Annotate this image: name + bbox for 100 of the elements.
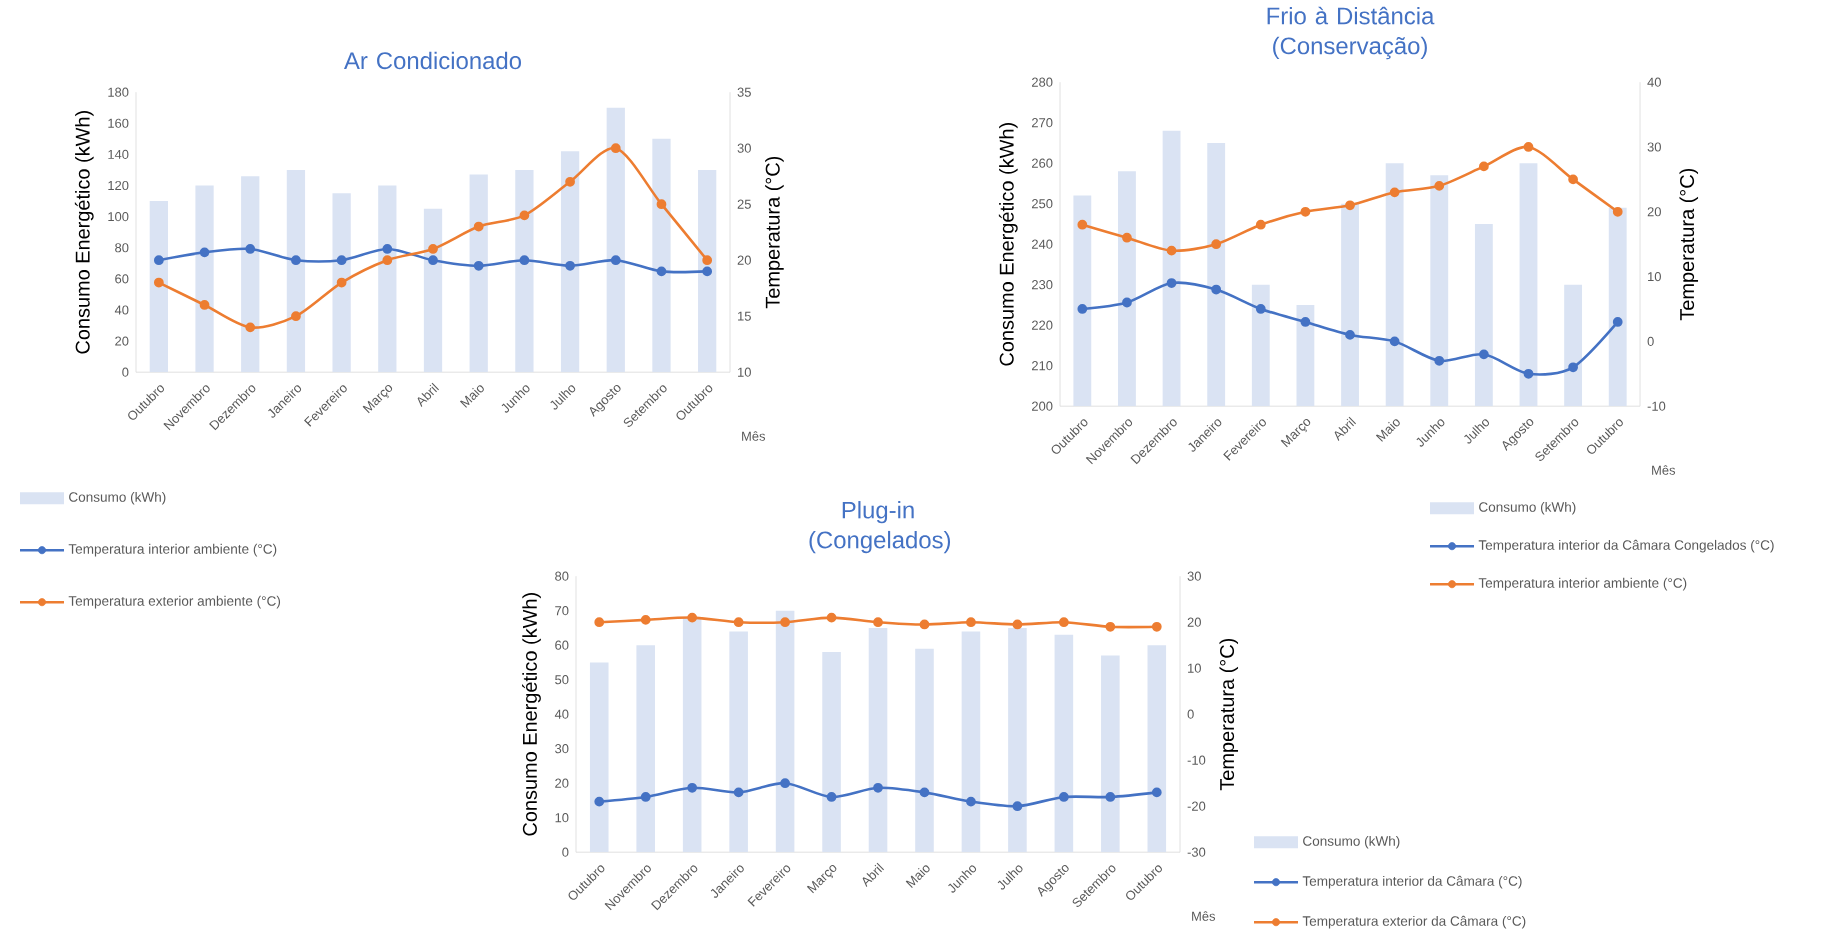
bar [606,107,625,373]
point [473,260,484,271]
point [702,255,713,265]
point [1058,617,1069,627]
bar [1101,655,1120,853]
point [733,617,744,627]
point [153,255,164,265]
point [1478,161,1489,172]
point [245,322,256,333]
point [640,614,651,625]
point [780,778,790,788]
point [428,243,438,254]
point [687,782,698,793]
bar [378,185,397,373]
bar [636,645,655,853]
point [1105,792,1116,802]
point [1568,362,1578,373]
bar [1054,634,1074,853]
point [565,260,575,271]
bar [515,169,534,373]
y2-axis-title: Temperatura (°C) [1219,638,1239,791]
point [919,787,930,798]
point [153,277,164,288]
bar [286,169,306,373]
bar [423,208,443,373]
point [519,255,530,265]
point [291,255,301,265]
point [1012,619,1023,630]
point [1612,206,1623,217]
point [733,787,744,798]
point [1300,206,1311,217]
point [610,255,621,265]
y2-axis-title: Temperatura (°C) [765,156,784,309]
point [565,176,575,187]
point [780,617,790,627]
point [428,255,438,265]
bar [822,652,841,853]
bar [1008,627,1027,853]
point [1345,329,1355,340]
chart-title: Frio à Distância (Conservação) [1267,6,1435,60]
point [1345,200,1355,211]
point [1077,304,1088,314]
bar [729,631,748,853]
point [1300,316,1311,327]
point [1389,187,1400,198]
point [1478,349,1489,360]
bar [1147,645,1167,853]
point [1523,368,1534,379]
chart-title: Plug-in (Congelados) [809,500,951,554]
bar [195,185,214,373]
point [826,612,837,623]
bar [682,617,702,853]
chart-title: Ar Condicionado [343,51,521,70]
point [199,299,210,310]
y2-axis-title: Temperatura (°C) [1679,168,1699,321]
point [291,311,301,321]
point [1211,239,1222,249]
point [1151,621,1162,632]
point [656,199,667,209]
point [199,247,210,258]
bar [241,176,260,373]
point [594,796,605,807]
point [1166,245,1177,256]
point [519,210,530,221]
point [1012,801,1023,811]
bar [149,200,168,373]
y-axis-title: Consumo Energético (kWh) [74,110,94,354]
point [687,612,698,623]
point [966,617,976,627]
point [826,792,837,802]
point [1058,792,1069,802]
bar [698,169,717,373]
point [1105,621,1116,632]
point [1523,142,1534,152]
y-axis-title: Consumo Energético (kWh) [998,123,1018,366]
point [336,277,347,288]
point [1389,336,1400,347]
point [702,266,713,277]
point [1434,355,1445,366]
point [1166,278,1177,288]
bar [868,627,888,853]
point [1122,232,1132,243]
point [1122,297,1132,308]
bar [915,648,934,853]
point [1211,284,1222,295]
point [640,792,651,802]
point [1255,304,1266,314]
point [1077,219,1088,230]
point [473,221,484,232]
point [873,617,883,627]
point [245,243,256,254]
point [382,255,393,265]
bar [589,662,609,853]
bar [775,610,795,853]
bar [652,138,671,373]
bar [469,174,488,373]
point [382,243,393,254]
point [656,266,667,277]
point [1151,787,1162,798]
point [1612,316,1623,327]
